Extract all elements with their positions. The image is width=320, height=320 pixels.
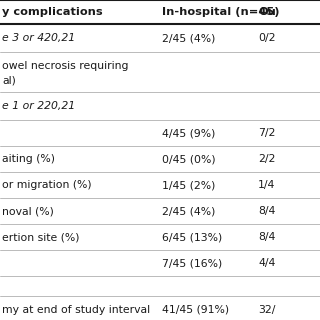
- Text: In-hospital (n=45): In-hospital (n=45): [162, 7, 279, 17]
- Text: 1/4: 1/4: [258, 180, 276, 190]
- Text: al): al): [2, 76, 16, 86]
- Text: or migration (%): or migration (%): [2, 180, 92, 190]
- Text: 7/45 (16%): 7/45 (16%): [162, 258, 222, 268]
- Text: 0/2: 0/2: [258, 33, 276, 43]
- Text: 1/45 (2%): 1/45 (2%): [162, 180, 215, 190]
- Text: 41/45 (91%): 41/45 (91%): [162, 305, 229, 315]
- Text: 2/45 (4%): 2/45 (4%): [162, 33, 215, 43]
- Text: e 1 or 220,21: e 1 or 220,21: [2, 101, 75, 111]
- Text: 4/45 (9%): 4/45 (9%): [162, 128, 215, 138]
- Text: 7/2: 7/2: [258, 128, 276, 138]
- Text: 2/45 (4%): 2/45 (4%): [162, 206, 215, 216]
- Text: 32/: 32/: [258, 305, 276, 315]
- Text: y complications: y complications: [2, 7, 103, 17]
- Text: 8/4: 8/4: [258, 232, 276, 242]
- Text: e 3 or 420,21: e 3 or 420,21: [2, 33, 75, 43]
- Text: 8/4: 8/4: [258, 206, 276, 216]
- Text: ertion site (%): ertion site (%): [2, 232, 79, 242]
- Text: 4/4: 4/4: [258, 258, 276, 268]
- Text: aiting (%): aiting (%): [2, 154, 55, 164]
- Text: 0/45 (0%): 0/45 (0%): [162, 154, 216, 164]
- Text: noval (%): noval (%): [2, 206, 54, 216]
- Text: Ou: Ou: [258, 7, 276, 17]
- Text: owel necrosis requiring: owel necrosis requiring: [2, 61, 129, 71]
- Text: 6/45 (13%): 6/45 (13%): [162, 232, 222, 242]
- Text: 2/2: 2/2: [258, 154, 276, 164]
- Text: my at end of study interval: my at end of study interval: [2, 305, 150, 315]
